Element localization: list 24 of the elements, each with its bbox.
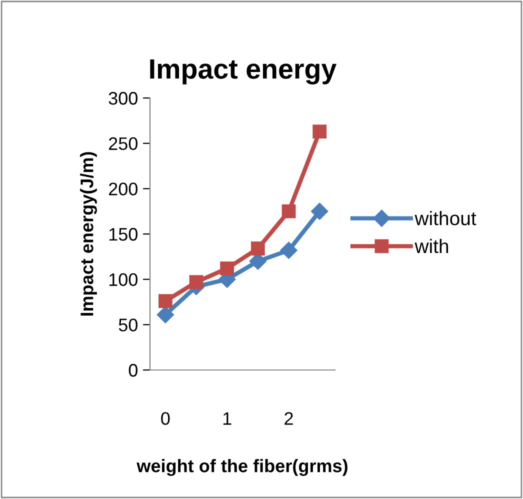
y-tick-label: 250	[108, 137, 138, 150]
point	[220, 262, 234, 276]
x-tick-label: 1	[223, 412, 232, 425]
legend-label: without	[414, 211, 476, 226]
y-tick-label: 200	[108, 182, 138, 196]
point	[311, 202, 328, 220]
y-tick-label: 300	[108, 92, 138, 105]
point	[280, 242, 298, 259]
chart-title: Impact energy	[150, 59, 337, 84]
y-tick-label: 100	[109, 273, 138, 286]
x-tick-label: 0	[161, 412, 170, 425]
x-axis-title: weight of the fiber(grms)	[136, 459, 348, 476]
point	[158, 294, 172, 308]
y-tick-label: 150	[109, 228, 138, 241]
x-tick-label: 2	[284, 412, 293, 425]
point	[189, 275, 204, 289]
point	[156, 306, 174, 324]
y-axis-title: Impact energy(J/m)	[80, 152, 97, 316]
legend-label: with	[414, 238, 448, 254]
y-tick-label: 0	[128, 364, 138, 377]
point	[250, 242, 265, 256]
y-tick-label: 50	[118, 318, 138, 332]
point	[282, 204, 296, 218]
point	[312, 124, 327, 138]
